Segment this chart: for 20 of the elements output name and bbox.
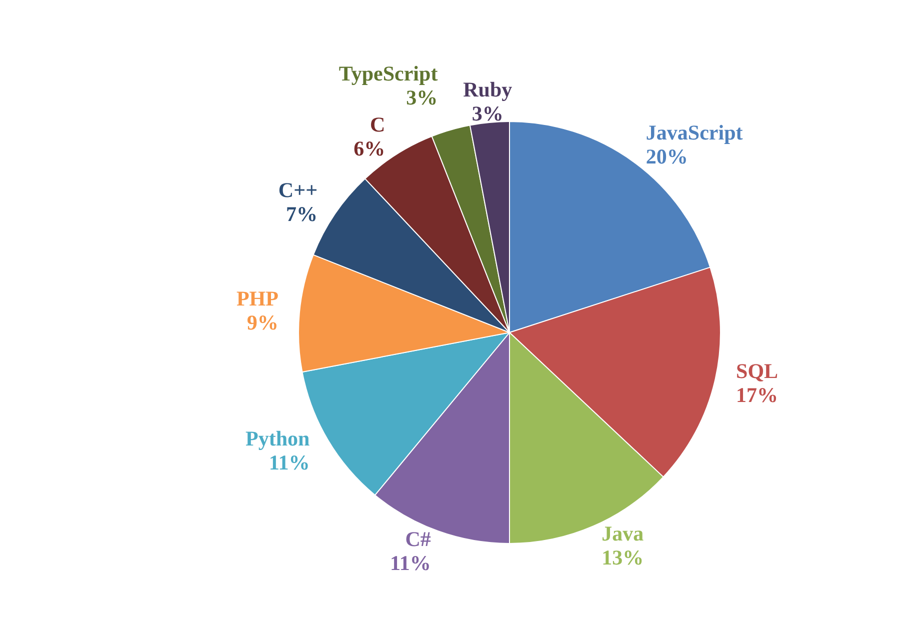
data-label: 9% bbox=[246, 310, 278, 335]
slice-label: C# bbox=[405, 526, 432, 551]
slice-label: Python bbox=[246, 426, 310, 451]
slice-label: JavaScript bbox=[646, 120, 743, 145]
slice-label: TypeScript bbox=[338, 61, 438, 86]
data-label: 7% bbox=[286, 202, 318, 226]
data-label: 13% bbox=[602, 546, 644, 570]
slice-label: PHP bbox=[236, 286, 279, 311]
data-label: 3% bbox=[406, 85, 438, 110]
data-label: 11% bbox=[390, 550, 431, 575]
slice-label: Ruby bbox=[463, 77, 513, 102]
data-label: 6% bbox=[354, 136, 386, 161]
data-label: 11% bbox=[268, 450, 310, 475]
slice-label: C++ bbox=[278, 178, 318, 202]
slice-label: C bbox=[370, 112, 386, 137]
data-label: 3% bbox=[472, 101, 504, 126]
slice-label: Java bbox=[602, 522, 644, 546]
data-label: 20% bbox=[646, 144, 688, 169]
slice-label: SQL bbox=[736, 359, 778, 384]
data-label: 17% bbox=[736, 383, 778, 408]
